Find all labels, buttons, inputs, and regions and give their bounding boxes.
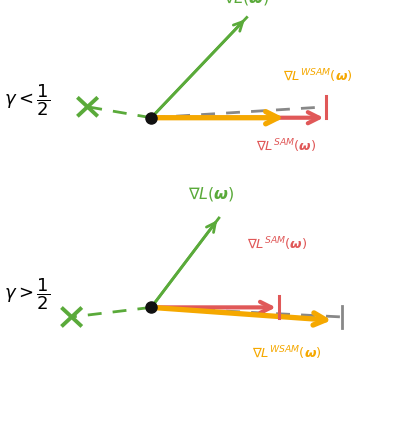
Text: $\nabla L^{WSAM}(\boldsymbol{\omega})$: $\nabla L^{WSAM}(\boldsymbol{\omega})$ <box>252 344 321 362</box>
Text: $\nabla L^{SAM}(\boldsymbol{\omega})$: $\nabla L^{SAM}(\boldsymbol{\omega})$ <box>256 137 317 155</box>
Text: $\nabla L(\boldsymbol{\omega})$: $\nabla L(\boldsymbol{\omega})$ <box>187 185 234 203</box>
Text: $\gamma > \dfrac{1}{2}$: $\gamma > \dfrac{1}{2}$ <box>4 276 50 312</box>
Text: $\gamma < \dfrac{1}{2}$: $\gamma < \dfrac{1}{2}$ <box>4 82 50 118</box>
Text: $\nabla L^{SAM}(\boldsymbol{\omega})$: $\nabla L^{SAM}(\boldsymbol{\omega})$ <box>247 235 307 253</box>
Text: $\nabla L^{WSAM}(\boldsymbol{\omega})$: $\nabla L^{WSAM}(\boldsymbol{\omega})$ <box>283 68 352 85</box>
Text: $\nabla L(\boldsymbol{\omega})$: $\nabla L(\boldsymbol{\omega})$ <box>223 0 270 7</box>
